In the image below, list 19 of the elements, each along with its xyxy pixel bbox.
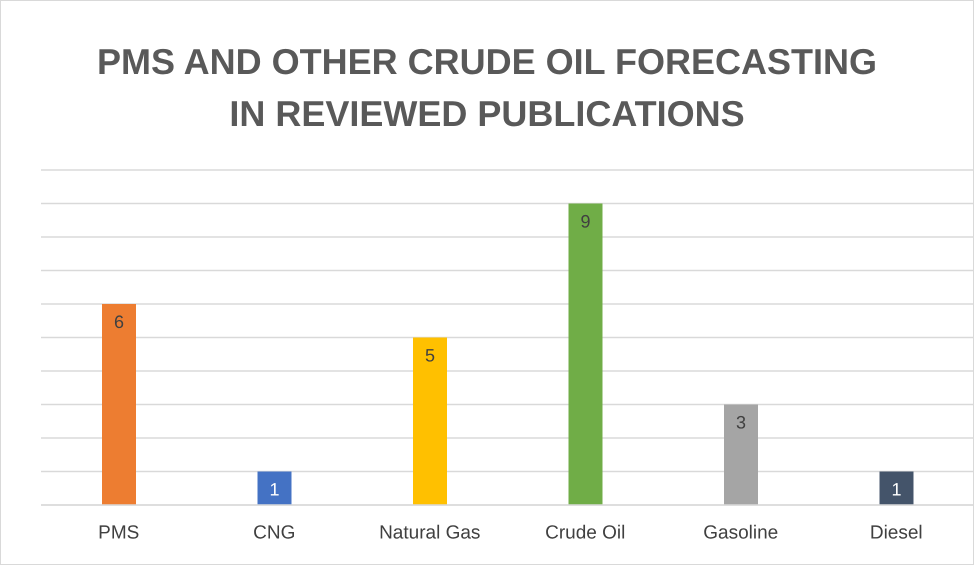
chart-title: PMS AND OTHER CRUDE OIL FORECASTING IN REVIEWED PUBLICATIONS [96, 40, 878, 136]
bar [102, 304, 136, 505]
bar [258, 472, 292, 505]
x-tick-label: Natural Gas [379, 522, 480, 544]
x-tick-label: PMS [98, 522, 140, 544]
x-tick-label: CNG [253, 522, 296, 544]
x-tick-label: Gasoline [703, 522, 778, 544]
data-label: 6 [114, 312, 124, 332]
data-label: 1 [891, 480, 902, 500]
bar [568, 204, 602, 505]
x-tick-label: Diesel [870, 522, 923, 544]
bar [724, 404, 758, 505]
data-label: 9 [580, 212, 591, 232]
data-label: 3 [736, 412, 746, 432]
bar [413, 338, 447, 505]
data-label: 1 [269, 480, 280, 500]
bar [880, 472, 914, 505]
data-label: 5 [424, 346, 436, 366]
x-tick-label: Crude Oil [545, 522, 626, 544]
